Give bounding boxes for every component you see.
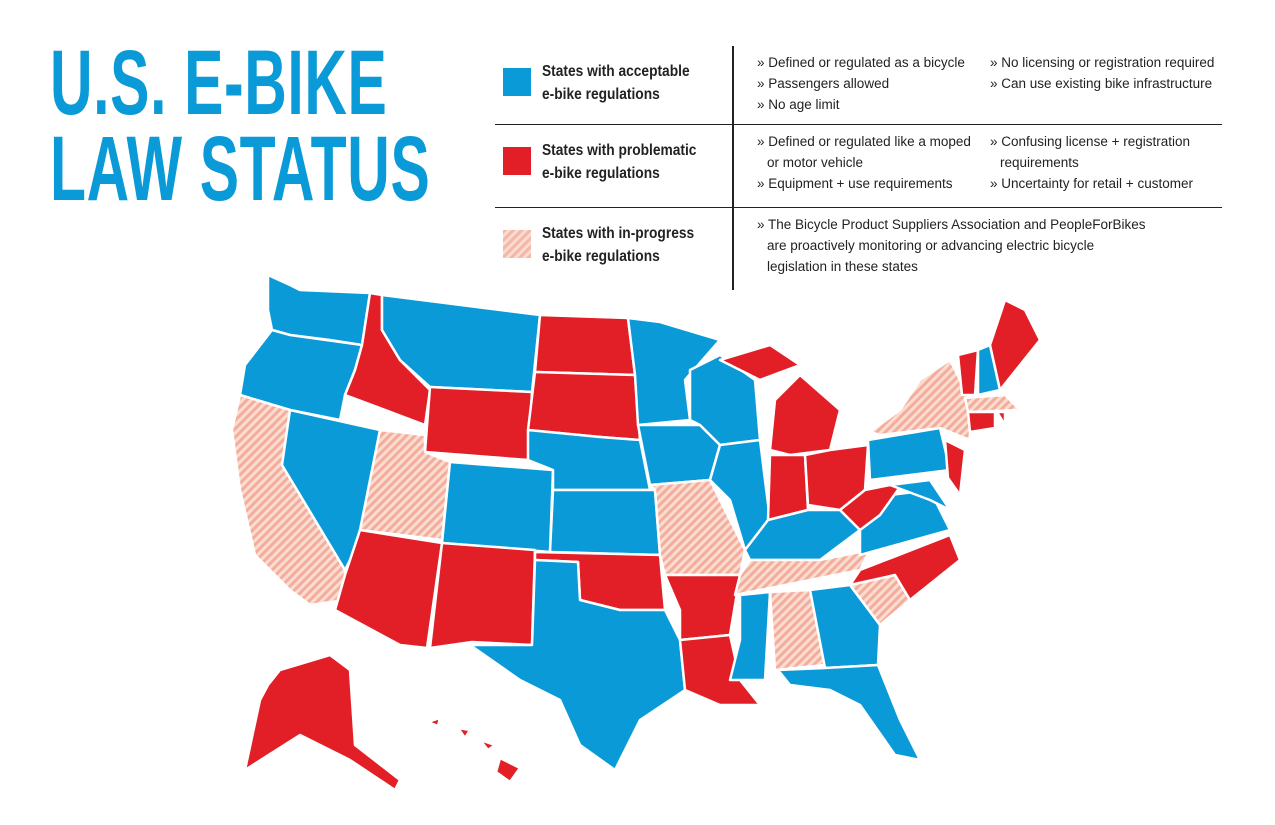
legend-note: » Defined or regulated like a moped or m… [757, 134, 971, 170]
legend-notes: » Defined or regulated like a moped or m… [757, 131, 972, 194]
legend-swatch [503, 147, 531, 175]
legend-notes: » The Bicycle Product Suppliers Associat… [757, 214, 1152, 277]
legend-label: States with acceptable e-bike regulations [542, 60, 690, 106]
legend-label: States with problematic e-bike regulation… [542, 139, 696, 185]
title-line: U.S. E-BIKE [50, 32, 388, 134]
legend-swatch [503, 68, 531, 96]
legend-label: States with in-progress e-bike regulation… [542, 222, 694, 268]
legend-notes: » Defined or regulated as a bicycle » Pas… [757, 52, 972, 115]
legend-label-line: States with acceptable [542, 63, 690, 80]
legend-row: States with in-progress e-bike regulation… [495, 208, 1222, 290]
legend-note: » Equipment + use requirements [757, 176, 953, 191]
legend-label-line: e-bike regulations [542, 248, 660, 265]
legend-row: States with problematic e-bike regulation… [495, 125, 1222, 208]
legend-notes: » Confusing license + registration requi… [990, 131, 1225, 194]
legend-swatch [503, 230, 531, 258]
legend-note: » Passengers allowed [757, 76, 890, 91]
legend-label-line: e-bike regulations [542, 165, 660, 182]
legend-row: States with acceptable e-bike regulations… [495, 46, 1222, 125]
legend-label-line: States with in-progress [542, 225, 695, 242]
legend-note: » Defined or regulated as a bicycle [757, 55, 965, 70]
legend-label-line: States with problematic [542, 142, 697, 159]
legend-note: » The Bicycle Product Suppliers Associat… [757, 217, 1146, 274]
title: U.S. E-BIKE LAW STATUS [50, 32, 431, 220]
title-line: LAW STATUS [50, 118, 431, 220]
legend-label-line: e-bike regulations [542, 86, 660, 103]
legend-note: » Can use existing bike infrastructure [990, 76, 1213, 91]
legend-note: » No licensing or registration required [990, 55, 1215, 70]
divider [732, 46, 734, 290]
legend-note: » Uncertainty for retail + customer [990, 176, 1193, 191]
legend-note: » Confusing license + registration requi… [990, 134, 1190, 170]
legend-note: » No age limit [757, 97, 840, 112]
states [230, 273, 1042, 792]
legend-notes: » No licensing or registration required »… [990, 52, 1225, 94]
legend: States with acceptable e-bike regulations… [495, 46, 1222, 290]
